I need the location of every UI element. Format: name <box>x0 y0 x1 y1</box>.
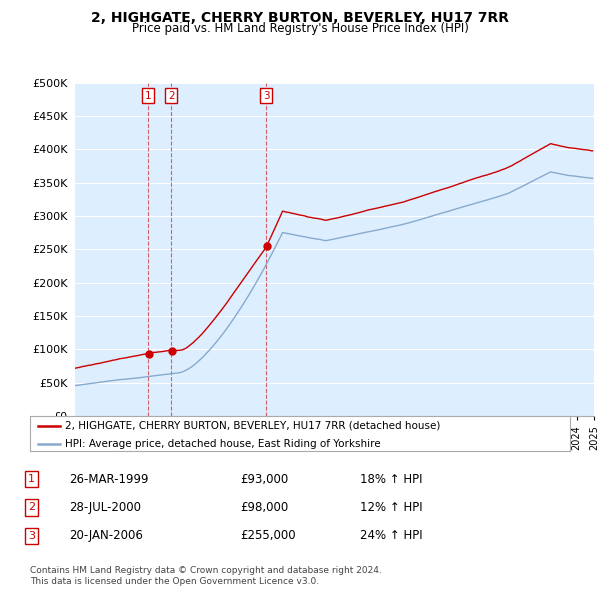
Text: 2: 2 <box>28 503 35 512</box>
Text: 18% ↑ HPI: 18% ↑ HPI <box>360 473 422 486</box>
Text: 2: 2 <box>168 91 175 101</box>
Text: Contains HM Land Registry data © Crown copyright and database right 2024.: Contains HM Land Registry data © Crown c… <box>30 566 382 575</box>
Text: 28-JUL-2000: 28-JUL-2000 <box>69 501 141 514</box>
Text: 26-MAR-1999: 26-MAR-1999 <box>69 473 149 486</box>
Text: 3: 3 <box>28 531 35 540</box>
Text: 20-JAN-2006: 20-JAN-2006 <box>69 529 143 542</box>
Text: £93,000: £93,000 <box>240 473 288 486</box>
Text: 24% ↑ HPI: 24% ↑ HPI <box>360 529 422 542</box>
Text: 1: 1 <box>145 91 151 101</box>
Text: £255,000: £255,000 <box>240 529 296 542</box>
Text: 2, HIGHGATE, CHERRY BURTON, BEVERLEY, HU17 7RR (detached house): 2, HIGHGATE, CHERRY BURTON, BEVERLEY, HU… <box>65 421 440 431</box>
Text: 12% ↑ HPI: 12% ↑ HPI <box>360 501 422 514</box>
Text: Price paid vs. HM Land Registry's House Price Index (HPI): Price paid vs. HM Land Registry's House … <box>131 22 469 35</box>
Text: £98,000: £98,000 <box>240 501 288 514</box>
Text: 2, HIGHGATE, CHERRY BURTON, BEVERLEY, HU17 7RR: 2, HIGHGATE, CHERRY BURTON, BEVERLEY, HU… <box>91 11 509 25</box>
Text: HPI: Average price, detached house, East Riding of Yorkshire: HPI: Average price, detached house, East… <box>65 438 381 448</box>
Text: 1: 1 <box>28 474 35 484</box>
Text: This data is licensed under the Open Government Licence v3.0.: This data is licensed under the Open Gov… <box>30 576 319 586</box>
Text: 3: 3 <box>263 91 269 101</box>
